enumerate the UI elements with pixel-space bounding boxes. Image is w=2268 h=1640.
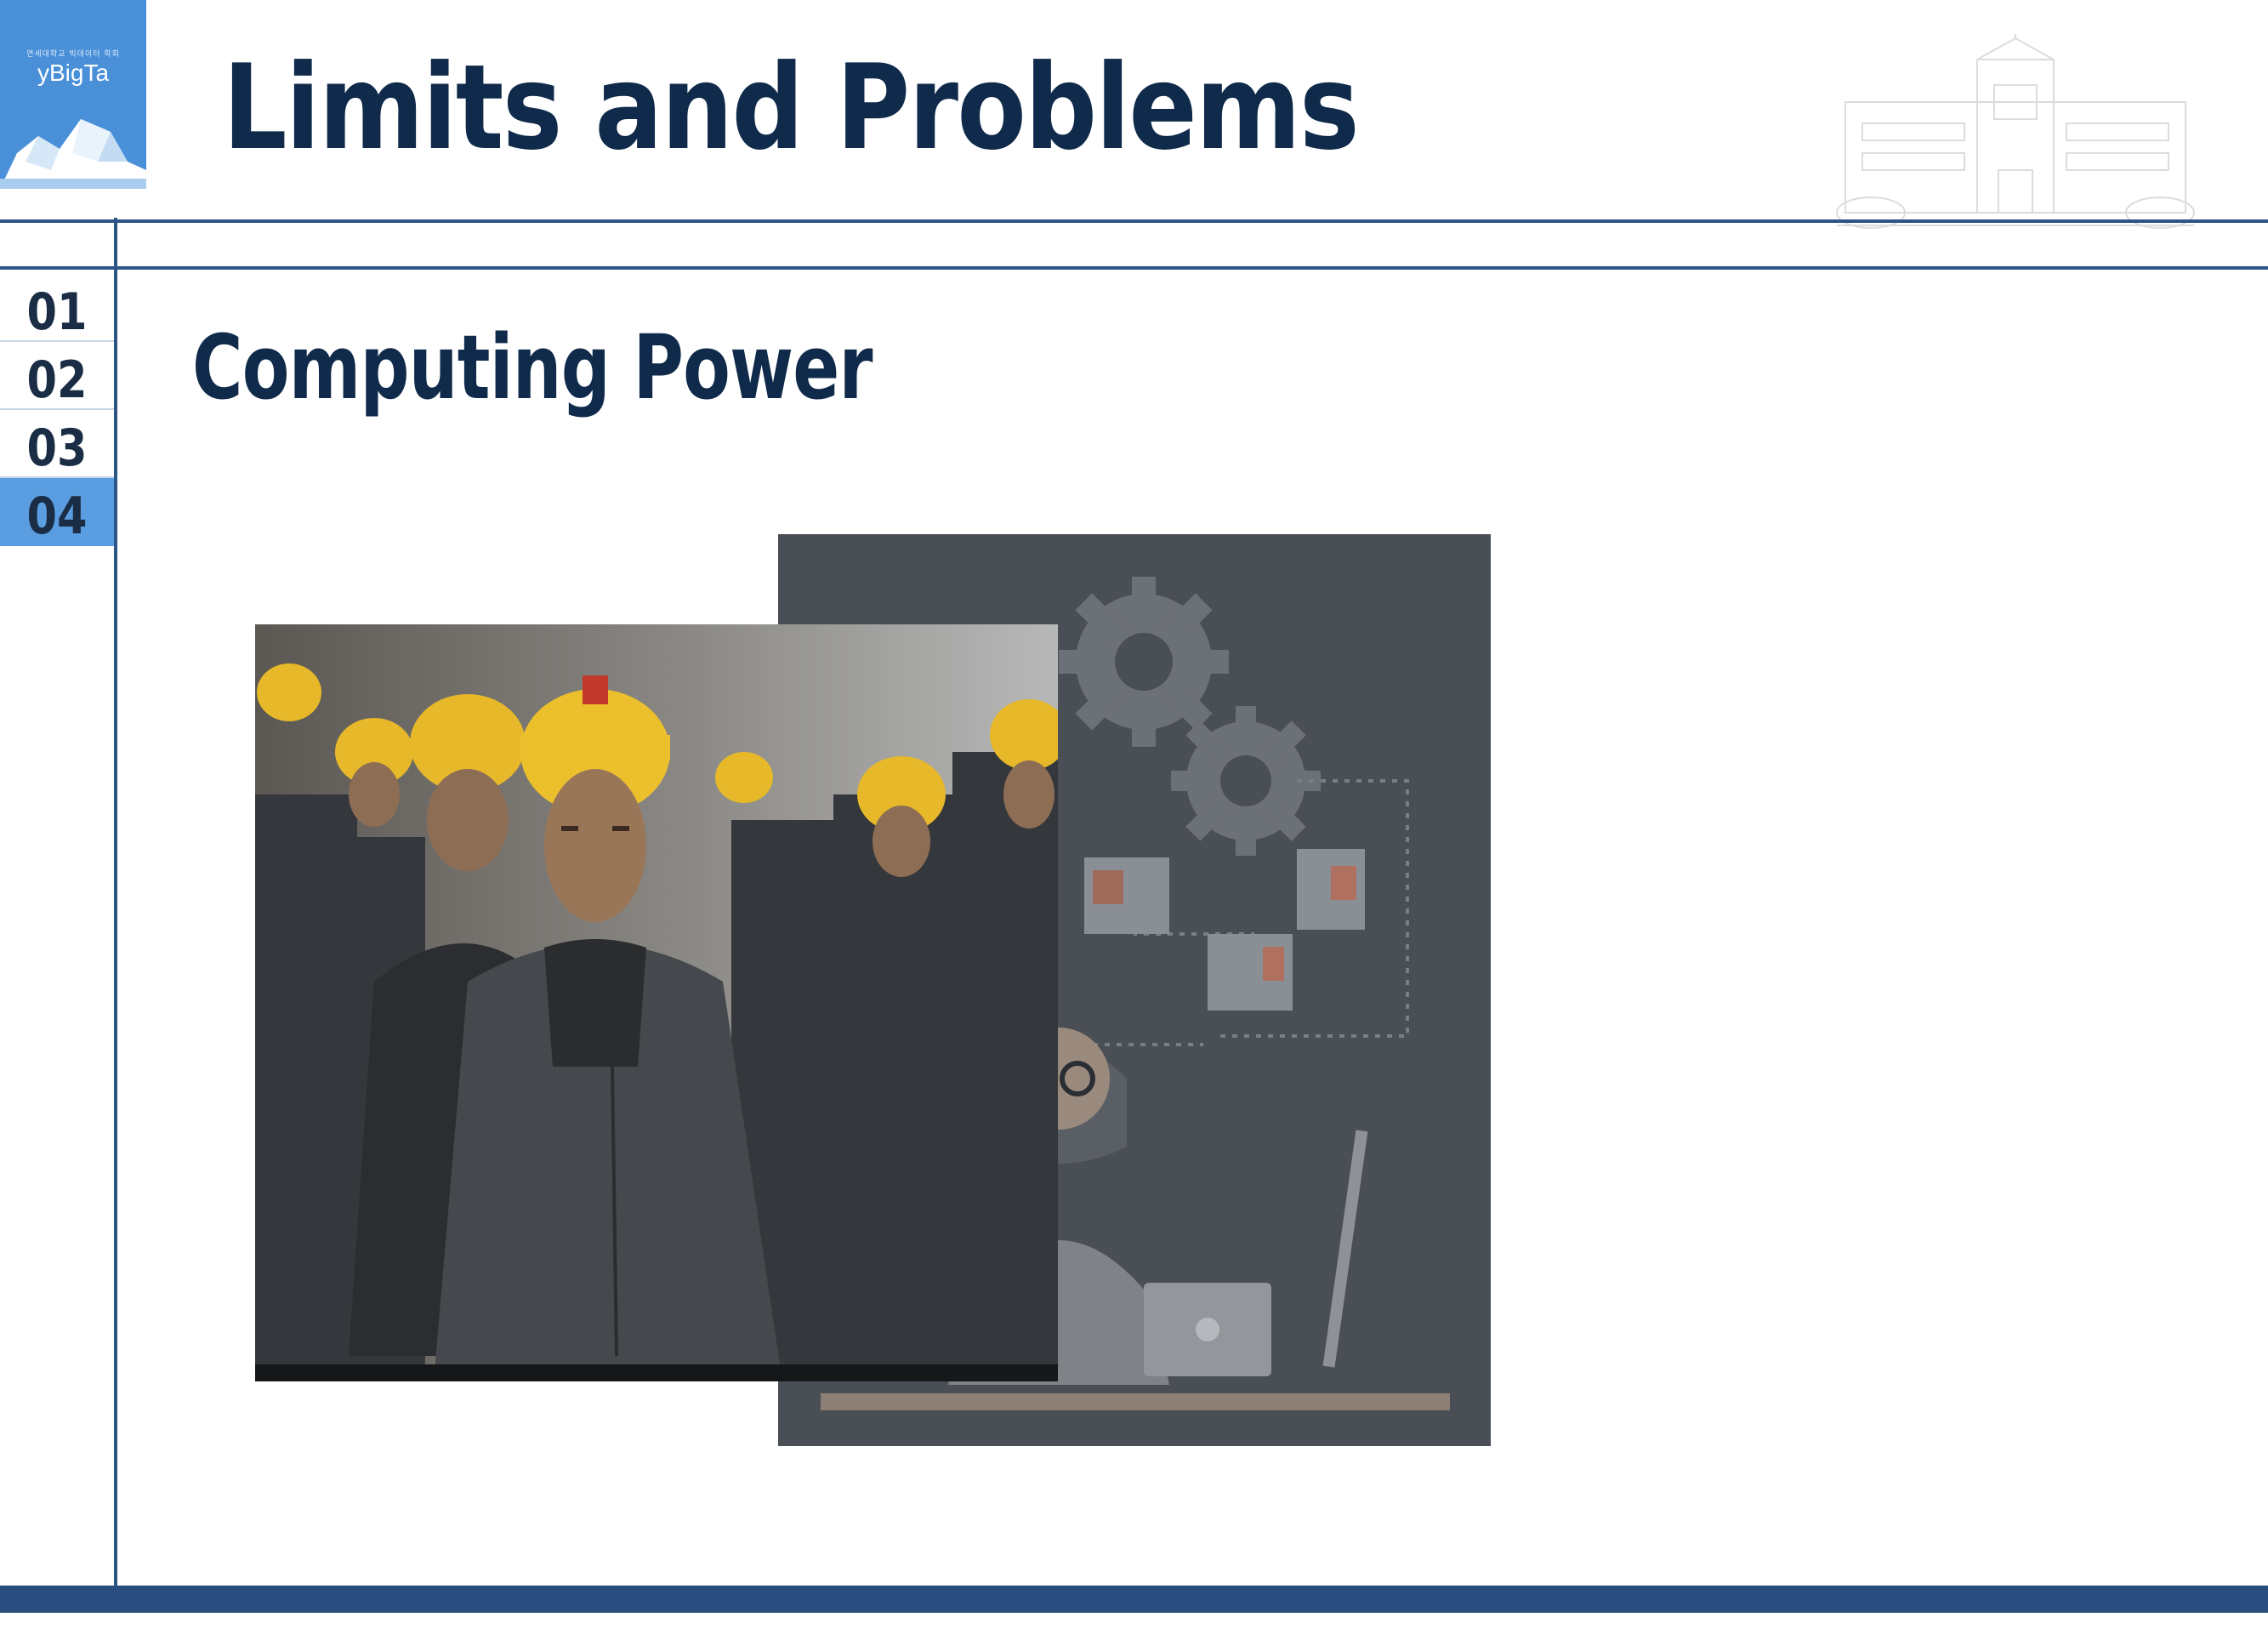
header-rule-bottom	[0, 266, 2268, 270]
nav-item-label: 01	[26, 282, 88, 342]
university-building-watermark	[1836, 34, 2195, 229]
sidebar-divider	[114, 218, 117, 1587]
logo-brand: yBigTa	[37, 60, 110, 86]
nav-item-label: 03	[26, 419, 88, 478]
ybigta-logo: 연세대학교 빅데이터 학회 yBigTa	[0, 0, 146, 189]
section-subtitle: Computing Power	[192, 316, 873, 419]
construction-workers-photo	[255, 624, 1058, 1381]
nav-item-01[interactable]: 01	[0, 274, 114, 342]
slide-title: Limits and Problems	[223, 39, 1360, 176]
iceberg-icon	[0, 119, 146, 189]
nav-item-04[interactable]: 04	[0, 478, 114, 546]
nav-item-03[interactable]: 03	[0, 410, 114, 478]
logo-tagline: 연세대학교 빅데이터 학회	[26, 50, 120, 59]
header-rule-top	[0, 219, 2268, 223]
nav-item-label: 04	[26, 487, 88, 546]
nav-item-label: 02	[26, 350, 88, 410]
nav-item-02[interactable]: 02	[0, 342, 114, 410]
footer-bar	[0, 1586, 2268, 1613]
